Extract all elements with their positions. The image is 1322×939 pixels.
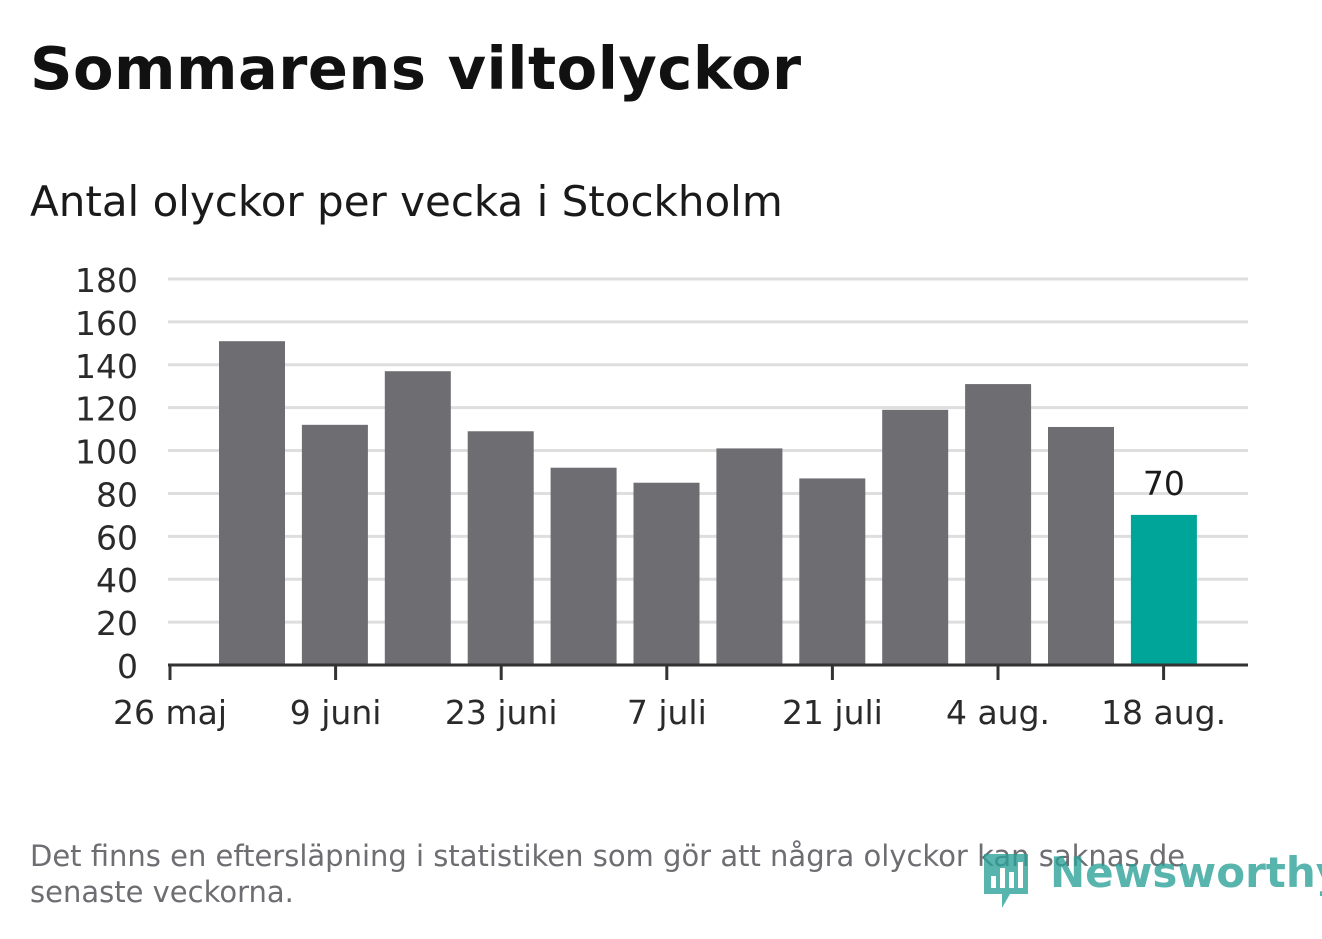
y-tick-label: 140 bbox=[75, 347, 138, 386]
bar bbox=[301, 424, 368, 665]
x-tick-label: 4 aug. bbox=[946, 693, 1050, 732]
x-tick-label: 23 juni bbox=[445, 693, 558, 732]
chart-title: Sommarens viltolyckor bbox=[30, 34, 802, 103]
bar bbox=[219, 341, 285, 665]
bar bbox=[467, 431, 534, 665]
bar bbox=[550, 467, 617, 665]
newsworthy-logo: Newsworthy bbox=[980, 846, 1322, 916]
chart-subtitle: Antal olyckor per vecka i Stockholm bbox=[30, 177, 783, 226]
x-tick-label: 18 aug. bbox=[1101, 693, 1226, 732]
bar bbox=[799, 478, 866, 665]
bar bbox=[1130, 514, 1197, 665]
data-label: 70 bbox=[1143, 464, 1185, 503]
bar-chart-speech-icon bbox=[984, 854, 1028, 908]
y-tick-label: 80 bbox=[96, 475, 138, 514]
x-tick-label: 26 maj bbox=[113, 693, 227, 732]
bar bbox=[633, 482, 700, 665]
y-tick-label: 120 bbox=[75, 390, 138, 429]
bar bbox=[384, 371, 451, 665]
y-tick-label: 180 bbox=[75, 261, 138, 300]
y-tick-label: 100 bbox=[75, 433, 138, 472]
y-tick-label: 0 bbox=[117, 647, 138, 686]
x-tick-label: 7 juli bbox=[627, 693, 707, 732]
x-tick-label: 9 juni bbox=[290, 693, 382, 732]
y-tick-label: 160 bbox=[75, 304, 138, 343]
brand-name: Newsworthy bbox=[1050, 848, 1322, 897]
bar bbox=[882, 409, 949, 665]
bar bbox=[1048, 426, 1114, 665]
y-tick-label: 60 bbox=[96, 518, 138, 557]
x-tick-label: 21 juli bbox=[782, 693, 883, 732]
bar bbox=[965, 384, 1032, 665]
y-tick-label: 40 bbox=[96, 561, 138, 600]
y-tick-label: 20 bbox=[96, 604, 138, 643]
bar bbox=[716, 448, 783, 665]
